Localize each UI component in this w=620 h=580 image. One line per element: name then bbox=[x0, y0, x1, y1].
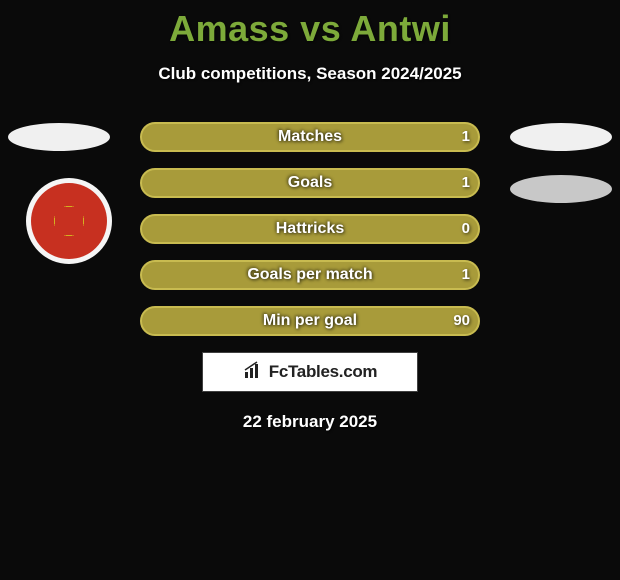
stat-row-goals: Goals 1 bbox=[140, 168, 480, 198]
stat-row-min-per-goal: Min per goal 90 bbox=[140, 306, 480, 336]
page-title: Amass vs Antwi bbox=[0, 0, 620, 50]
source-label: FcTables.com bbox=[269, 362, 378, 382]
infographic-container: Amass vs Antwi Club competitions, Season… bbox=[0, 0, 620, 580]
chart-icon bbox=[243, 361, 265, 384]
stat-row-goals-per-match: Goals per match 1 bbox=[140, 260, 480, 290]
stat-label: Matches bbox=[140, 122, 480, 152]
source-attribution: FcTables.com bbox=[202, 352, 418, 392]
stat-row-matches: Matches 1 bbox=[140, 122, 480, 152]
stat-label: Goals per match bbox=[140, 260, 480, 290]
stat-label: Hattricks bbox=[140, 214, 480, 244]
stat-value-right: 1 bbox=[462, 260, 470, 290]
stats-area: Matches 1 Goals 1 Hattricks 0 Goals per … bbox=[0, 122, 620, 336]
stat-value-right: 1 bbox=[462, 168, 470, 198]
stat-label: Goals bbox=[140, 168, 480, 198]
stat-value-right: 90 bbox=[453, 306, 470, 336]
stat-value-right: 1 bbox=[462, 122, 470, 152]
subtitle: Club competitions, Season 2024/2025 bbox=[0, 64, 620, 84]
stat-row-hattricks: Hattricks 0 bbox=[140, 214, 480, 244]
stat-label: Min per goal bbox=[140, 306, 480, 336]
stat-value-right: 0 bbox=[462, 214, 470, 244]
date-text: 22 february 2025 bbox=[0, 412, 620, 432]
